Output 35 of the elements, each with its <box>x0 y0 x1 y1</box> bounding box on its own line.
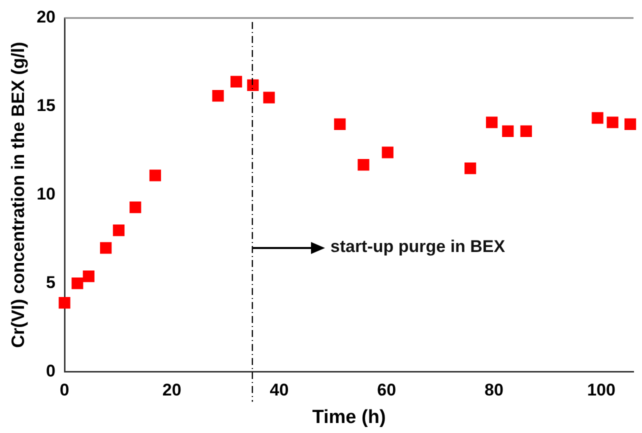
point <box>247 79 259 92</box>
y-tick-label: 0 <box>46 361 56 380</box>
point <box>58 297 70 309</box>
point <box>606 116 618 128</box>
point <box>100 242 112 254</box>
x-axis-title: Time (h) <box>312 406 386 428</box>
x-tick-label: 0 <box>60 380 70 400</box>
point <box>464 162 476 174</box>
y-tick-label: 5 <box>46 273 56 292</box>
point <box>149 170 162 182</box>
y-axis-title: Cr(VI) concentration in the BEX (g/l) <box>8 42 28 348</box>
x-tick-label: 60 <box>377 380 396 400</box>
x-tick-label: 20 <box>162 380 182 400</box>
x-tick-label: 40 <box>270 380 289 400</box>
point <box>72 278 84 290</box>
point <box>82 270 94 282</box>
point <box>334 118 346 130</box>
point <box>230 76 242 88</box>
point <box>212 90 224 102</box>
y-tick-label: 20 <box>36 8 56 27</box>
y-tick-label: 15 <box>36 96 56 116</box>
point <box>520 125 532 138</box>
point <box>263 92 275 104</box>
point <box>502 125 514 138</box>
point <box>112 224 125 236</box>
x-tick-label: 80 <box>484 380 504 400</box>
annotation: start-up purge in BEX <box>330 236 506 257</box>
y-tick-label: 10 <box>36 184 56 204</box>
point <box>382 146 394 158</box>
x-tick-label: 100 <box>587 380 616 400</box>
point <box>486 116 498 128</box>
point <box>130 201 142 214</box>
point <box>592 112 604 124</box>
point <box>358 159 370 171</box>
point <box>624 118 636 130</box>
